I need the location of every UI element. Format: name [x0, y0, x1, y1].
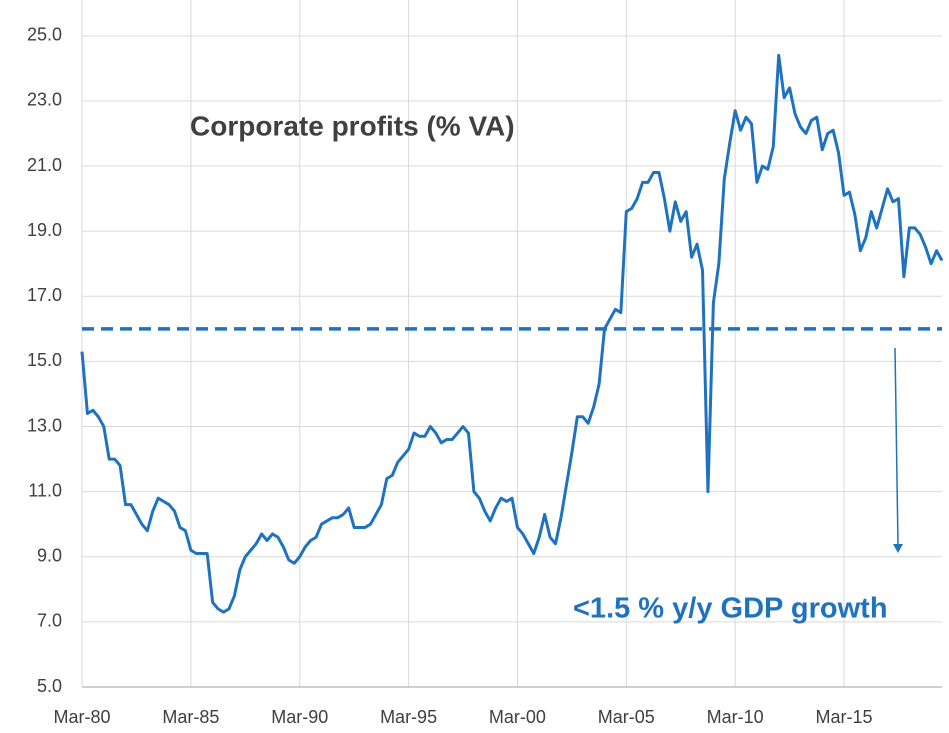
y-tick-label: 15.0 — [27, 350, 62, 370]
x-tick-label: Mar-00 — [489, 707, 546, 727]
arrow-head — [893, 544, 903, 553]
y-tick-label: 13.0 — [27, 415, 62, 435]
y-tick-label: 19.0 — [27, 220, 62, 240]
x-tick-label: Mar-95 — [380, 707, 437, 727]
x-tick-label: Mar-85 — [162, 707, 219, 727]
y-tick-label: 17.0 — [27, 285, 62, 305]
y-tick-label: 7.0 — [37, 611, 62, 631]
x-tick-label: Mar-90 — [271, 707, 328, 727]
x-tick-label: Mar-15 — [816, 707, 873, 727]
arrow-shaft — [894, 347, 899, 546]
y-tick-label: 21.0 — [27, 155, 62, 175]
line-series — [80, 53, 944, 614]
x-tick-label: Mar-05 — [598, 707, 655, 727]
y-tick-label: 9.0 — [37, 546, 62, 566]
y-tick-label: 25.0 — [27, 25, 62, 45]
y-tick-label: 11.0 — [28, 480, 62, 500]
chart-title: Corporate profits (% VA) — [190, 110, 515, 141]
y-tick-label: 5.0 — [37, 676, 62, 696]
x-tick-label: Mar-10 — [707, 707, 764, 727]
annotation: <1.5 % y/y GDP growth — [573, 593, 888, 625]
y-tick-label: 23.0 — [27, 90, 62, 110]
arrow — [893, 347, 903, 553]
x-tick-label: Mar-80 — [53, 707, 110, 727]
